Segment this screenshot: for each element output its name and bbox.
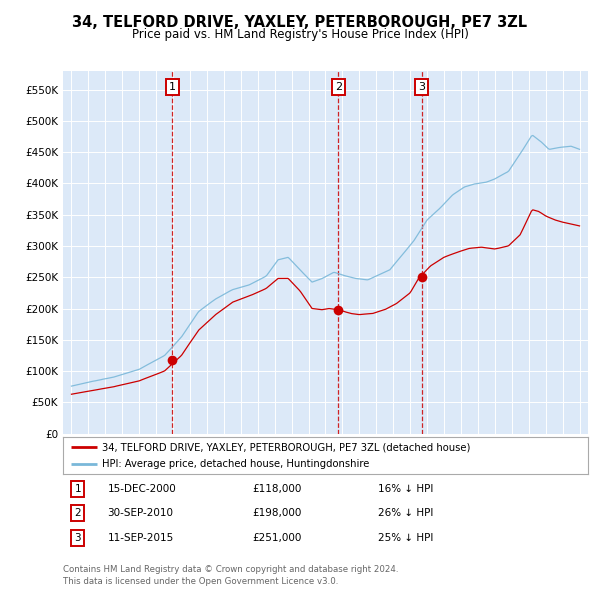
Text: 16% ↓ HPI: 16% ↓ HPI [378,484,433,494]
Text: £251,000: £251,000 [252,533,301,543]
Text: Price paid vs. HM Land Registry's House Price Index (HPI): Price paid vs. HM Land Registry's House … [131,28,469,41]
Text: 26% ↓ HPI: 26% ↓ HPI [378,509,433,518]
Text: 1: 1 [169,82,176,92]
Text: HPI: Average price, detached house, Huntingdonshire: HPI: Average price, detached house, Hunt… [103,459,370,469]
Text: Contains HM Land Registry data © Crown copyright and database right 2024.: Contains HM Land Registry data © Crown c… [63,565,398,574]
Text: 30-SEP-2010: 30-SEP-2010 [107,509,173,518]
Text: 2: 2 [74,509,81,518]
Text: 2: 2 [335,82,342,92]
Text: 1: 1 [74,484,81,494]
Text: 15-DEC-2000: 15-DEC-2000 [107,484,176,494]
Text: £198,000: £198,000 [252,509,301,518]
Text: 34, TELFORD DRIVE, YAXLEY, PETERBOROUGH, PE7 3ZL: 34, TELFORD DRIVE, YAXLEY, PETERBOROUGH,… [73,15,527,30]
Text: 34, TELFORD DRIVE, YAXLEY, PETERBOROUGH, PE7 3ZL (detached house): 34, TELFORD DRIVE, YAXLEY, PETERBOROUGH,… [103,442,471,452]
Text: £118,000: £118,000 [252,484,301,494]
Text: 3: 3 [74,533,81,543]
Text: 3: 3 [418,82,425,92]
Text: This data is licensed under the Open Government Licence v3.0.: This data is licensed under the Open Gov… [63,577,338,586]
Text: 25% ↓ HPI: 25% ↓ HPI [378,533,433,543]
Text: 11-SEP-2015: 11-SEP-2015 [107,533,174,543]
